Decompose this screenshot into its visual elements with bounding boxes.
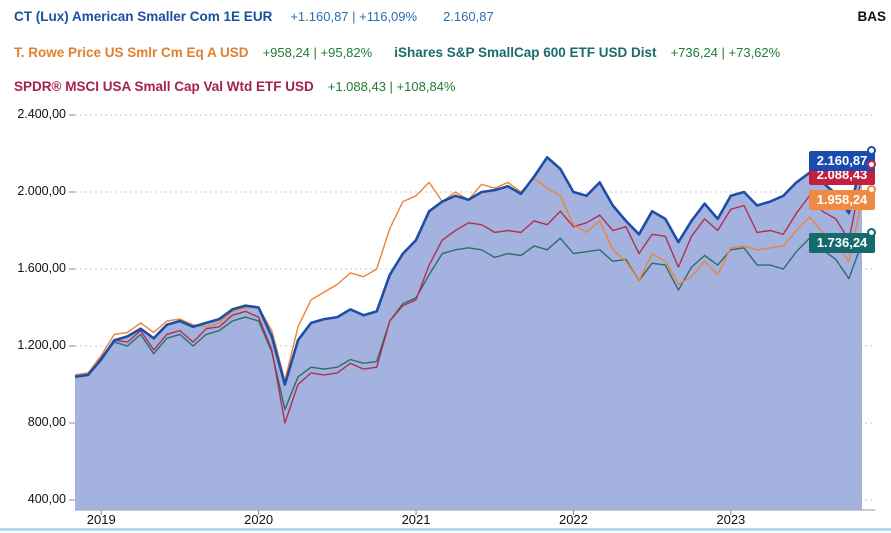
series-line-ct: [74, 156, 864, 386]
watermark-text: BAS: [857, 9, 886, 24]
x-axis-label: 2020: [244, 512, 274, 527]
end-value-badge-trp: 1.958,24: [809, 190, 875, 211]
y-axis-label: 2.000,00: [17, 184, 66, 198]
y-axis-label: 1.200,00: [17, 338, 66, 352]
area-fill-ct: [75, 157, 862, 511]
x-axis-label: 2022: [558, 512, 588, 527]
timeline-scrollbar[interactable]: [0, 528, 891, 531]
x-axis-label: 2019: [86, 512, 116, 527]
fund-name-ct[interactable]: CT (Lux) American Smaller Com 1E EUR: [14, 9, 273, 24]
series-endpoint-trp: [867, 185, 876, 195]
legend-row-2: T. Rowe Price US Smlr Cm Eq A USD +958,24…: [14, 45, 780, 60]
series-line-ishares: [74, 237, 863, 411]
series-endpoint-ishares: [867, 227, 876, 237]
y-axis-label: 1.600,00: [17, 261, 66, 275]
fund-name-trp[interactable]: T. Rowe Price US Smlr Cm Eq A USD: [14, 45, 249, 60]
end-value-badge-ct: 2.160,87: [809, 151, 875, 172]
series-endpoint-spdr: [867, 159, 876, 169]
end-value-badge-ishares: 1.736,24: [809, 232, 875, 253]
fund-perf-spdr: +1.088,43 | +108,84%: [327, 79, 456, 94]
fund-name-spdr[interactable]: SPDR® MSCI USA Small Cap Val Wtd ETF USD: [14, 79, 314, 94]
fund-perf-trp: +958,24 | +95,82%: [262, 45, 373, 60]
x-axis-label: 2021: [401, 512, 431, 527]
x-axis-label: 2023: [716, 512, 746, 527]
fund-value-ct: 2.160,87: [443, 9, 494, 24]
y-axis-label: 800,00: [27, 415, 66, 429]
series-endpoint-ct: [867, 146, 876, 156]
legend-row-3: SPDR® MSCI USA Small Cap Val Wtd ETF USD…: [14, 79, 455, 94]
legend-row-1: CT (Lux) American Smaller Com 1E EUR +1.1…: [14, 9, 494, 24]
series-line-spdr: [74, 174, 863, 424]
fund-perf-ct: +1.160,87 | +116,09%: [290, 9, 418, 24]
y-axis-label: 2.400,00: [17, 107, 66, 121]
fund-name-ishares[interactable]: iShares S&P SmallCap 600 ETF USD Dist: [394, 45, 657, 60]
y-axis-label: 400,00: [27, 492, 66, 506]
fund-perf-ishares: +736,24 | +73,62%: [670, 45, 781, 60]
